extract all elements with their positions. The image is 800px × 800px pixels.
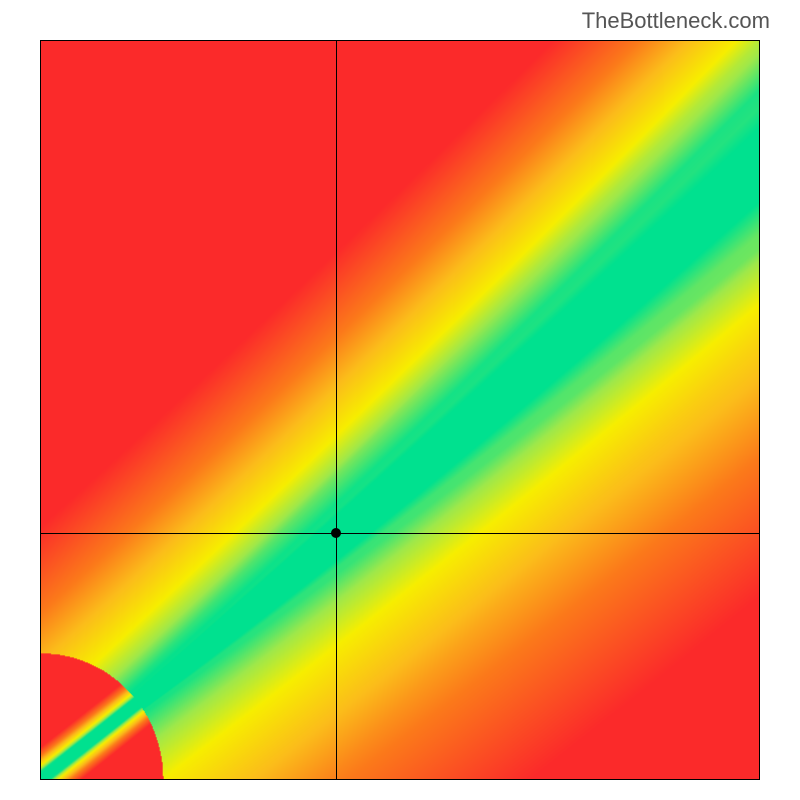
watermark-text: TheBottleneck.com	[582, 8, 770, 34]
heatmap-canvas	[41, 41, 759, 779]
heatmap-plot	[40, 40, 760, 780]
crosshair-vertical	[336, 41, 337, 779]
crosshair-horizontal	[41, 533, 759, 534]
crosshair-marker	[331, 528, 341, 538]
